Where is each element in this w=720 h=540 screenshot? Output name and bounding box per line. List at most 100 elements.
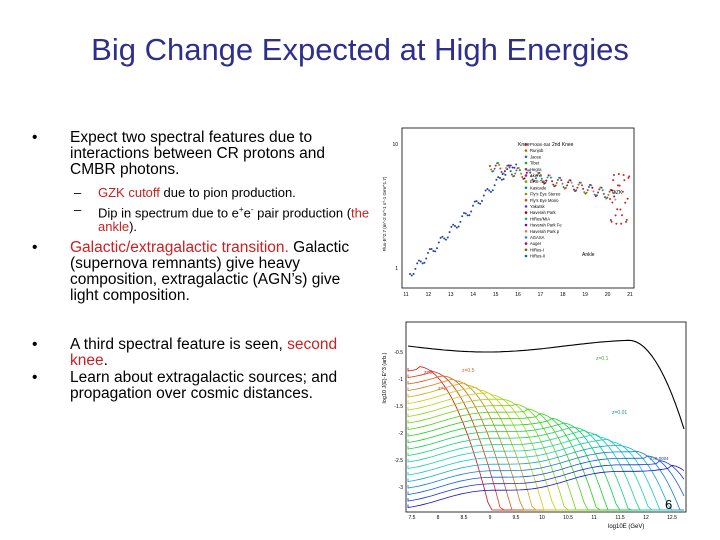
- z-label: z=1: [438, 386, 446, 392]
- legend-entry: Haverah Park Fe: [530, 223, 562, 228]
- data-point: [598, 188, 601, 191]
- data-point: [611, 201, 614, 204]
- data-point: [628, 175, 631, 178]
- data-point: [515, 169, 518, 172]
- data-point: [454, 224, 456, 227]
- spectrum-xtick: 18: [560, 292, 566, 298]
- data-point: [528, 169, 531, 172]
- propagation-xtick: 8.5: [461, 515, 468, 521]
- propagation-xtick: 10.5: [563, 515, 573, 521]
- spectrum-xtick: 15: [493, 292, 499, 298]
- z-label: z=0.5: [462, 368, 475, 374]
- legend-entry: Kascade: [530, 185, 547, 190]
- data-point: [497, 176, 500, 179]
- data-point: [427, 251, 429, 254]
- legend-marker: [524, 174, 528, 177]
- data-point: [472, 204, 474, 207]
- data-point: [615, 222, 618, 225]
- z-label: z=0.0004: [650, 456, 669, 461]
- propagation-curve: [407, 426, 684, 511]
- data-point: [607, 193, 610, 196]
- data-point: [581, 184, 583, 187]
- data-point: [529, 171, 532, 174]
- data-point: [450, 225, 453, 228]
- dash: –: [74, 185, 82, 200]
- data-point: [572, 188, 575, 191]
- data-point: [410, 274, 413, 277]
- legend-entry: HiRes/MIA: [530, 216, 550, 221]
- legend-marker: [524, 242, 528, 245]
- bullet-4-text: Learn about extragalactic sources; and p…: [70, 369, 338, 402]
- legend-marker: [524, 198, 528, 202]
- data-point: [491, 189, 494, 192]
- data-point: [517, 166, 520, 169]
- data-point: [546, 176, 549, 179]
- data-point: [552, 183, 555, 186]
- propagation-curves: [407, 339, 685, 511]
- data-point: [468, 214, 471, 217]
- data-point: [614, 214, 617, 217]
- data-point: [493, 167, 496, 170]
- data-point: [525, 171, 528, 174]
- legend-entry: Haverah Park p: [530, 229, 560, 234]
- legend-entry: AGASA: [530, 235, 545, 240]
- data-point: [499, 167, 502, 170]
- data-point: [414, 267, 417, 270]
- data-point: [494, 164, 497, 167]
- data-point: [497, 161, 500, 164]
- data-point: [609, 219, 612, 222]
- legend-entry: Yakutsk: [530, 204, 545, 209]
- legend-entry: HiRes-I: [530, 247, 544, 252]
- data-point: [518, 169, 521, 172]
- data-point: [569, 179, 572, 182]
- propagation-xtick: 11: [591, 515, 596, 521]
- data-point: [566, 184, 569, 187]
- data-point: [610, 189, 613, 192]
- data-point: [551, 180, 554, 183]
- data-point: [621, 214, 623, 217]
- propagation-xticks: 7.5 8 8.5 9 9.5 10 10.5 11 11.5 12 12.5: [409, 515, 678, 521]
- slide-title: Big Change Expected at High Energies: [91, 32, 629, 67]
- data-point: [556, 178, 559, 181]
- data-point: [613, 174, 615, 177]
- data-point: [554, 184, 557, 187]
- data-point: [604, 196, 606, 199]
- sup-minus: -: [250, 205, 254, 214]
- data-point: [548, 174, 551, 177]
- legend-entry: Jacee: [530, 154, 542, 159]
- data-point: [559, 176, 562, 179]
- data-point: [586, 189, 589, 192]
- bullet-dot: •: [32, 239, 38, 256]
- data-point: [511, 166, 514, 169]
- data-point: [618, 184, 621, 187]
- data-point: [536, 174, 539, 177]
- data-point: [575, 189, 578, 192]
- data-point: [416, 262, 419, 265]
- legend-marker: [524, 186, 528, 190]
- data-point: [482, 194, 485, 197]
- spectrum-figure: Flux·E^2.7 (m^-2 sr^-1 s^-1 GeV^1.7) 10 …: [380, 124, 640, 304]
- data-point: [613, 195, 616, 198]
- data-point: [564, 186, 567, 189]
- data-point: [623, 179, 626, 182]
- data-point: [590, 184, 593, 187]
- data-point: [520, 172, 523, 175]
- data-point: [428, 248, 431, 251]
- data-point: [540, 177, 543, 180]
- second-knee-label: 2nd Knee: [552, 142, 574, 148]
- data-point: [455, 226, 458, 229]
- legend-entry: Fly's Eye Mono: [530, 198, 559, 203]
- legend-entry: Haverah Park: [530, 210, 557, 215]
- data-point: [489, 165, 491, 167]
- data-point: [562, 186, 565, 189]
- spectrum-ytick: 10: [392, 142, 398, 148]
- data-point: [423, 261, 426, 264]
- data-point: [509, 164, 512, 167]
- data-point: [513, 166, 516, 169]
- spectrum-ylabel: Flux·E^2.7 (m^-2 sr^-1 s^-1 GeV^1.7): [382, 176, 387, 251]
- legend-marker: [524, 161, 528, 165]
- data-point: [502, 172, 505, 175]
- propagation-curve: [407, 450, 685, 511]
- data-point: [434, 250, 437, 253]
- data-point: [571, 185, 574, 188]
